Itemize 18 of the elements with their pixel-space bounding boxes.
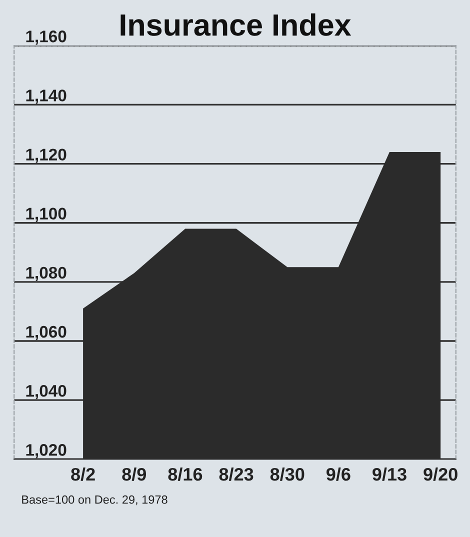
y-tick-label: 1,160 xyxy=(26,30,66,45)
x-tick-label: 8/2 xyxy=(71,467,95,481)
y-tick-label: 1,040 xyxy=(26,384,66,400)
x-tick-label: 8/16 xyxy=(168,467,202,481)
x-tick-label: 9/6 xyxy=(326,467,350,481)
y-tick-label: 1,140 xyxy=(26,90,66,104)
x-tick-label: 9/20 xyxy=(424,467,458,481)
y-tick-label: 1,020 xyxy=(26,444,66,458)
x-tick-label: 8/9 xyxy=(122,467,146,481)
y-tick-label: 1,080 xyxy=(26,266,66,282)
y-tick-label: 1,120 xyxy=(26,148,66,163)
text: Base=100 on Dec. 29, 1978 xyxy=(22,495,168,506)
x-tick-label: 8/30 xyxy=(270,467,304,481)
y-tick-label: 1,100 xyxy=(26,208,66,222)
y-tick-label: 1,060 xyxy=(26,326,66,340)
x-tick-label: 9/13 xyxy=(372,467,406,481)
chart-title: Insurance Index xyxy=(120,13,352,36)
x-tick-label: 8/23 xyxy=(219,467,254,481)
